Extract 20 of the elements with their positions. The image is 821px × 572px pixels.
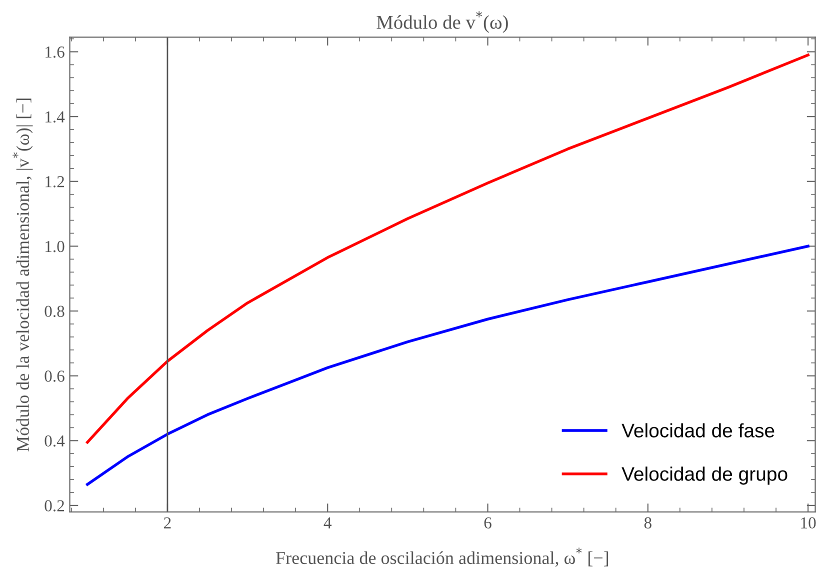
- x-tick-label: 2: [164, 517, 171, 528]
- line-series: [86, 54, 810, 444]
- y-tick-label: 1.2: [46, 176, 64, 188]
- y-tick-label: 0.2: [44, 500, 64, 512]
- y-tick-label: 0.4: [44, 435, 65, 447]
- y-tick-label: 0.6: [44, 370, 64, 382]
- chart-title: Módulo de v$^{*}$(ω): [376, 11, 508, 33]
- x-axis-title: Frecuencia de oscilación adimensional, ω$^{*}$ [−]: [276, 548, 608, 567]
- x-tick-label: 6: [484, 517, 492, 529]
- x-tick-label: 4: [324, 517, 332, 528]
- y-tick-label: 0.8: [44, 306, 64, 318]
- y-tick-label: 1.6: [46, 46, 64, 58]
- legend-label: Velocidad de grupo: [622, 466, 788, 485]
- y-tick-label: 1.4: [46, 111, 65, 123]
- x-tick-label: 8: [644, 517, 652, 529]
- y-tick-label: 1.0: [46, 240, 64, 252]
- y-axis-title: Módulo de la velocidad adimensional, |v$^{*}$(ω)| [−]: [12, 98, 33, 452]
- legend-label: Velocidad de fase: [622, 423, 774, 438]
- x-tick-label: 10: [801, 517, 816, 529]
- line-series: [86, 244, 810, 486]
